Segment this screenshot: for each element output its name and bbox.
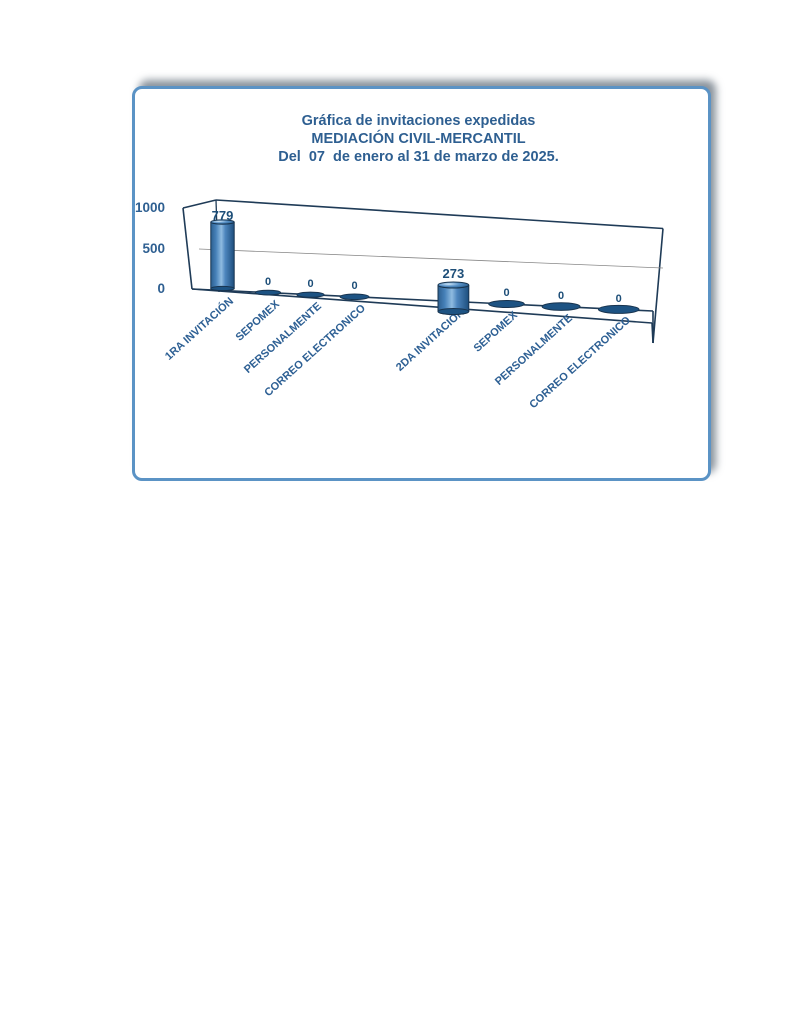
svg-text:0: 0 xyxy=(558,290,564,302)
svg-text:779: 779 xyxy=(212,208,234,223)
svg-text:2DA INVITACIÓN: 2DA INVITACIÓN xyxy=(393,306,467,374)
svg-text:PERSONALMENTE: PERSONALMENTE xyxy=(242,300,324,376)
svg-text:CORREO ELECTRONICO: CORREO ELECTRONICO xyxy=(527,314,633,411)
svg-text:0: 0 xyxy=(307,278,313,290)
svg-text:0: 0 xyxy=(616,293,622,305)
svg-text:0: 0 xyxy=(265,276,271,288)
svg-text:0: 0 xyxy=(351,280,357,292)
svg-text:0: 0 xyxy=(157,281,165,296)
svg-text:SEPOMEX: SEPOMEX xyxy=(472,309,521,355)
svg-text:1RA INVITACIÓN: 1RA INVITACIÓN xyxy=(162,295,236,363)
svg-text:1000: 1000 xyxy=(135,200,165,215)
svg-text:500: 500 xyxy=(142,241,165,256)
svg-text:0: 0 xyxy=(503,287,509,299)
svg-text:273: 273 xyxy=(443,266,465,281)
